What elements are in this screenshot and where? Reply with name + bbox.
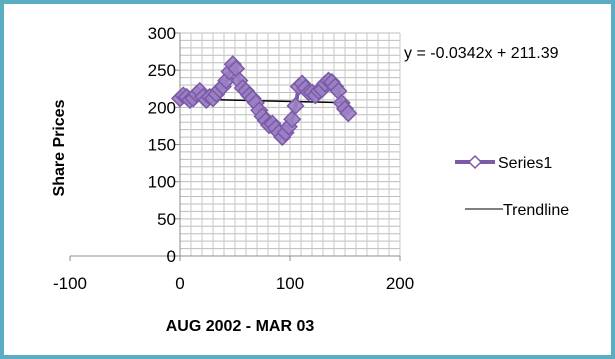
- y-tick-label: 50: [157, 210, 176, 229]
- y-tick-label: 150: [148, 136, 176, 155]
- x-tick-label: 0: [175, 274, 184, 293]
- x-axis-label: AUG 2002 - MAR 03: [166, 318, 315, 335]
- x-tick-label: 200: [386, 274, 414, 293]
- x-tick-label: -100: [53, 274, 87, 293]
- series-point: [339, 104, 358, 123]
- y-tick-label: 250: [148, 61, 176, 80]
- legend-series1-marker: [467, 154, 483, 170]
- legend-trendline-label: Trendline: [503, 202, 569, 219]
- plot-gridlines: [179, 32, 401, 257]
- series-layer: [170, 55, 358, 147]
- x-tick-label: 100: [276, 274, 304, 293]
- y-tick-label: 0: [167, 247, 176, 266]
- series-point: [286, 96, 305, 115]
- y-tick-label: 100: [148, 173, 176, 192]
- legend: Series1 Trendline: [455, 154, 569, 219]
- y-axis-label: Share Prices: [51, 99, 68, 196]
- legend-series1-label: Series1: [498, 155, 552, 172]
- y-tick-label: 300: [148, 24, 176, 43]
- series-point: [283, 110, 302, 129]
- plot-axes: [69, 32, 401, 261]
- trendline-equation: y = -0.0342x + 211.39: [404, 45, 559, 62]
- y-tick-label: 200: [148, 98, 176, 117]
- tick-labels: 0 50 100 150 200 250 300 -100 0 100 200: [53, 24, 414, 293]
